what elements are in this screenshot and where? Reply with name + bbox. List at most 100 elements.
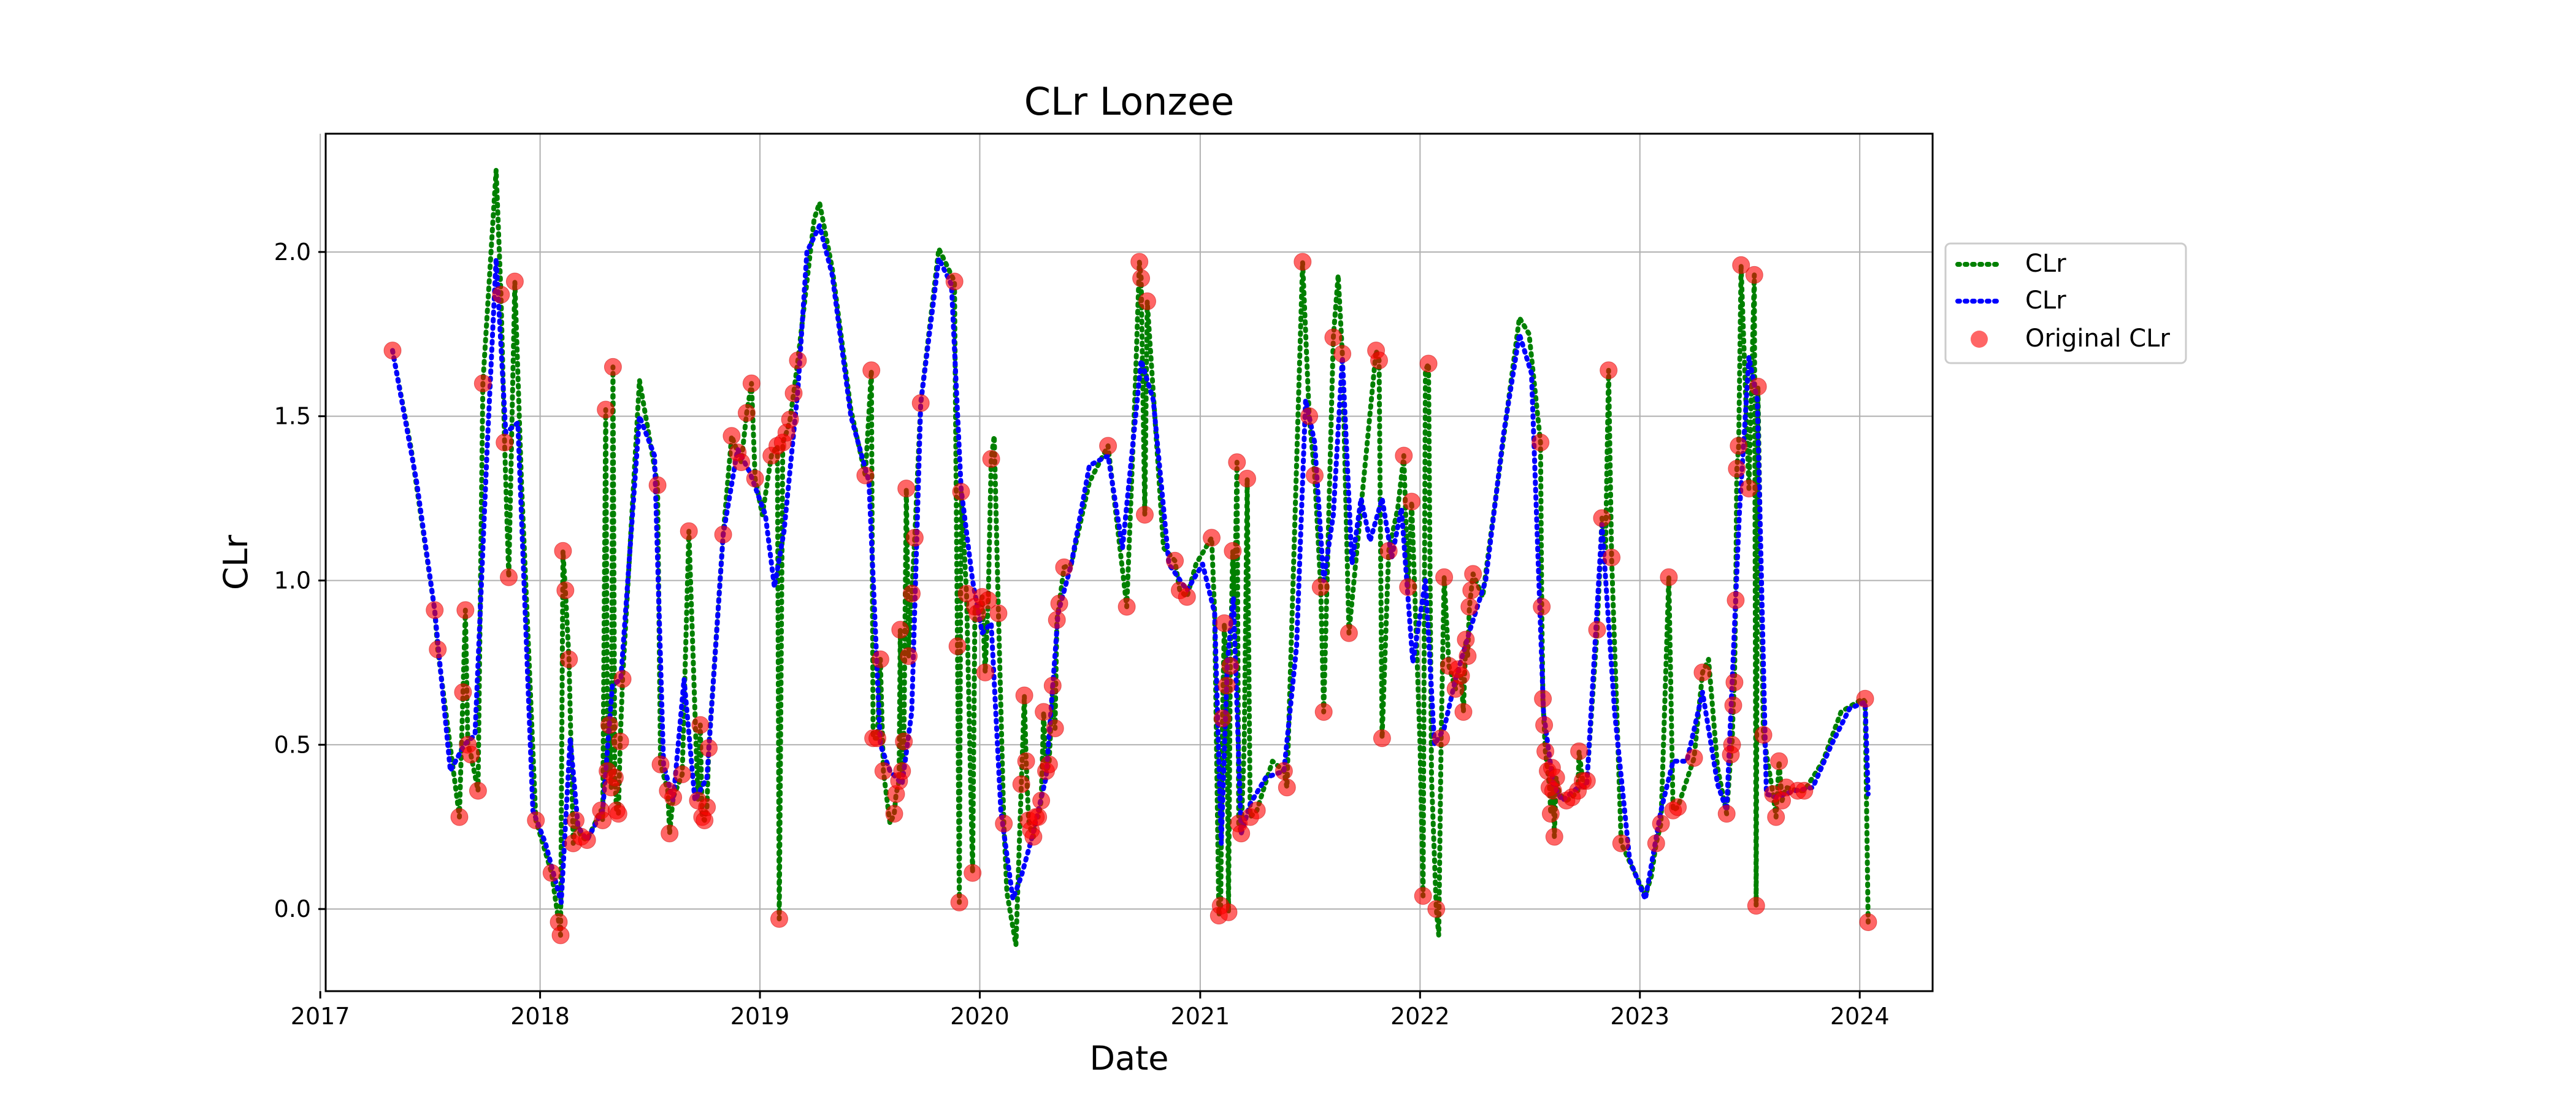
legend: CLr CLr Original CLr [1944, 242, 2187, 364]
data-point-marker [1228, 453, 1246, 472]
legend-label-series-2: CLr [2025, 286, 2066, 315]
data-point-marker [698, 798, 716, 816]
data-point-marker [1745, 266, 1763, 284]
data-point-marker [661, 824, 679, 843]
data-point-marker [462, 745, 480, 764]
data-point-marker [1048, 611, 1066, 629]
data-point-marker [1395, 447, 1413, 465]
data-point-marker [1012, 775, 1030, 794]
data-point-marker [1050, 594, 1068, 613]
data-point-marker [770, 910, 788, 928]
data-point-marker [1740, 480, 1758, 497]
data-point-marker [600, 716, 618, 734]
axes-frame [324, 132, 1934, 992]
data-point-marker [1221, 657, 1240, 675]
data-point-marker [1314, 703, 1333, 721]
data-point-marker [945, 272, 964, 291]
data-point-marker [1370, 351, 1388, 370]
data-point-marker [1024, 827, 1043, 846]
data-point-marker [1545, 827, 1563, 846]
data-point-marker [648, 476, 667, 494]
data-point-marker [1754, 726, 1773, 744]
data-point-marker [1770, 752, 1788, 770]
data-point-marker [597, 401, 615, 419]
x-tick-label: 2022 [1390, 1003, 1450, 1030]
data-point-marker [1238, 469, 1256, 488]
data-point-marker [700, 739, 718, 757]
data-point-marker [1248, 801, 1266, 819]
data-point-marker [454, 683, 472, 702]
data-point-marker [1612, 834, 1630, 853]
data-point-marker [1727, 591, 1745, 610]
data-point-marker [613, 670, 632, 688]
data-point-marker [1856, 689, 1874, 708]
y-axis-ticks: 0.0 0.5 1.0 1.5 2.0 [274, 239, 326, 922]
data-point-marker [1032, 791, 1051, 810]
data-point-marker [1224, 542, 1242, 560]
data-point-marker [560, 650, 578, 669]
data-point-marker [1275, 762, 1293, 780]
data-point-marker [1099, 437, 1117, 455]
data-point-marker [1547, 769, 1565, 787]
data-point-marker [871, 650, 889, 669]
data-point-marker [1603, 548, 1621, 567]
data-point-marker [1215, 614, 1233, 632]
data-point-marker [874, 762, 892, 780]
x-axis-ticks: 2017 2018 2019 2020 2021 2022 2023 2024 [291, 991, 1890, 1030]
data-point-marker [1570, 742, 1589, 761]
data-point-marker [1294, 253, 1312, 271]
data-point-marker [1340, 624, 1358, 642]
data-point-marker [1531, 434, 1550, 451]
data-point-marker [948, 637, 967, 656]
data-point-marker [1577, 772, 1596, 790]
data-point-marker [1728, 459, 1746, 478]
y-tick-label: 0.0 [274, 895, 311, 922]
data-point-marker [1749, 377, 1767, 396]
data-point-marker [651, 755, 670, 773]
data-point-marker [784, 384, 803, 402]
data-point-marker [527, 811, 545, 829]
data-point-marker [1767, 808, 1785, 826]
data-point-marker [1536, 742, 1555, 761]
data-point-marker [609, 805, 627, 823]
data-point-marker [450, 808, 469, 826]
data-point-marker [714, 526, 732, 543]
data-point-marker [732, 453, 751, 472]
data-point-marker [1427, 900, 1446, 918]
data-point-marker [1647, 834, 1665, 853]
data-point-marker [1588, 621, 1606, 639]
data-point-marker [1685, 749, 1703, 767]
data-point-marker [1017, 752, 1035, 770]
data-point-marker [1029, 808, 1048, 826]
data-point-marker [1732, 256, 1750, 274]
data-point-marker [1306, 466, 1324, 485]
data-point-marker [1132, 269, 1151, 288]
data-point-marker [1464, 565, 1482, 583]
data-point-marker [1015, 686, 1033, 705]
data-point-marker [723, 427, 741, 445]
data-point-marker [1333, 345, 1352, 363]
data-point-marker [691, 716, 710, 734]
data-point-marker [1399, 578, 1417, 596]
data-point-marker [950, 893, 968, 911]
data-point-marker [496, 434, 514, 451]
data-point-marker [1717, 805, 1736, 823]
data-point-marker [1219, 903, 1238, 921]
data-point-marker [789, 351, 807, 370]
data-point-marker [567, 811, 585, 829]
data-point-marker [1419, 355, 1438, 373]
legend-frame [1944, 242, 2187, 364]
data-point-marker [903, 585, 921, 603]
data-point-marker [856, 466, 875, 485]
data-point-marker [426, 601, 444, 619]
data-point-marker [1669, 798, 1687, 816]
data-point-marker [968, 604, 986, 623]
data-point-marker [1324, 328, 1343, 347]
data-point-marker [1462, 581, 1481, 599]
data-point-marker [578, 831, 596, 849]
data-point-marker [469, 781, 487, 800]
data-point-marker [964, 864, 982, 882]
data-point-marker [905, 529, 924, 547]
x-axis-label: Date [1089, 1039, 1168, 1078]
